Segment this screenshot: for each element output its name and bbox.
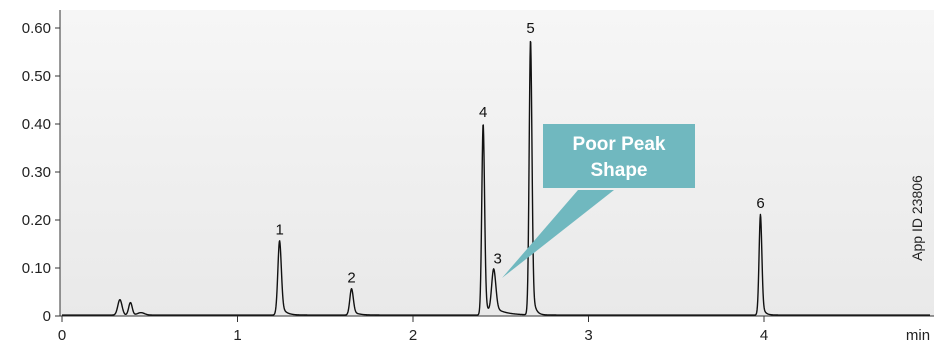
peak-label-5: 5: [526, 20, 534, 37]
peak-label-4: 4: [479, 104, 487, 121]
axes: 0 0.10 0.20 0.30 0.40 0.50 0.60 0 1 2 3 4 min: [22, 10, 934, 344]
x-tick-label: 4: [760, 327, 768, 344]
peak-label-3: 3: [494, 250, 502, 267]
app-id-label: App ID 23806: [909, 175, 925, 261]
y-tick-label: 0.60: [22, 20, 51, 37]
x-axis-label: min: [906, 327, 930, 344]
plot-area: [60, 10, 934, 316]
peak-label-6: 6: [756, 195, 764, 212]
x-tick-label: 0: [58, 327, 66, 344]
callout-line-2: Shape: [590, 160, 647, 181]
chromatogram-trace: [61, 40, 931, 316]
callout-pointer: [502, 190, 614, 278]
callout-box: [543, 124, 695, 188]
y-tick-label: 0.20: [22, 212, 51, 229]
callout-line-1: Poor Peak: [573, 134, 666, 155]
peak-labels: 1 2 4 3 5 6: [275, 20, 764, 287]
x-tick-label: 1: [233, 327, 241, 344]
x-tick-label: 2: [409, 327, 417, 344]
y-tick-label: 0.40: [22, 116, 51, 133]
y-tick-label: 0.30: [22, 164, 51, 181]
x-tick-label: 3: [584, 327, 592, 344]
y-tick-label: 0.50: [22, 68, 51, 85]
y-tick-label: 0: [43, 308, 51, 325]
peak-label-1: 1: [275, 222, 283, 239]
peak-label-2: 2: [347, 270, 355, 287]
poor-peak-shape-callout: Poor Peak Shape: [502, 124, 695, 278]
y-tick-label: 0.10: [22, 260, 51, 277]
